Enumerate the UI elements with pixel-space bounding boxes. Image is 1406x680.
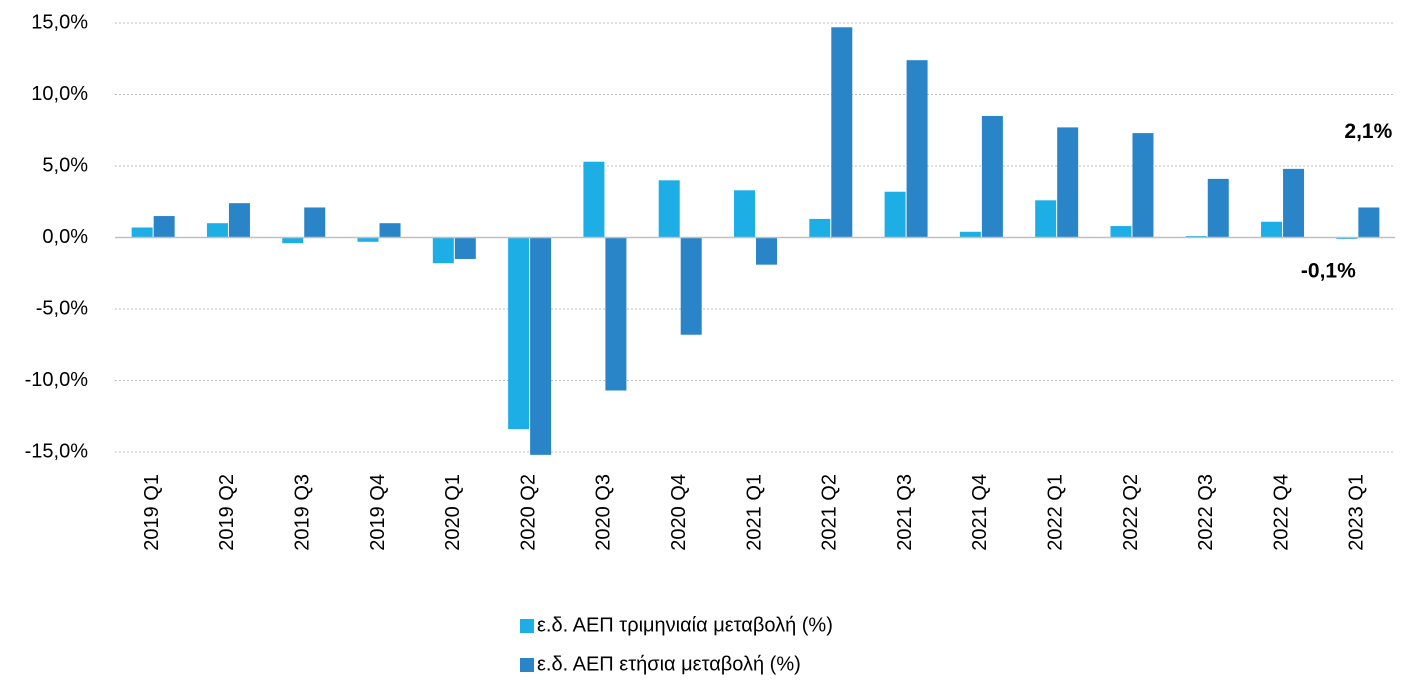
x-tick-label: 2020 Q1 xyxy=(442,474,464,551)
x-tick-label: 2019 Q2 xyxy=(216,474,238,551)
bar xyxy=(1358,207,1380,238)
x-tick-label: 2020 Q3 xyxy=(593,474,615,551)
bar xyxy=(1110,226,1132,238)
y-tick-label: 0,0% xyxy=(42,226,88,248)
x-tick-label: 2021 Q3 xyxy=(894,474,916,551)
y-tick-label: -5,0% xyxy=(36,297,88,319)
legend-label: ε.δ. ΑΕΠ ετήσια μεταβολή (%) xyxy=(537,653,801,675)
x-tick-label: 2019 Q1 xyxy=(141,474,163,551)
bar xyxy=(1261,221,1283,238)
x-tick-label: 2021 Q2 xyxy=(819,474,841,551)
data-label: -0,1% xyxy=(1301,259,1356,282)
bar xyxy=(530,237,552,455)
bar xyxy=(680,237,702,335)
bar xyxy=(756,237,777,265)
bar xyxy=(454,237,476,259)
bar xyxy=(1035,200,1057,238)
x-tick-label: 2022 Q1 xyxy=(1044,474,1066,551)
bar xyxy=(734,190,755,238)
bar xyxy=(1057,127,1079,238)
bar xyxy=(1283,168,1305,238)
bar xyxy=(831,27,853,238)
bar xyxy=(206,223,228,238)
bar xyxy=(1132,133,1154,238)
x-tick-label: 2020 Q4 xyxy=(668,474,690,551)
x-tick-label: 2021 Q1 xyxy=(743,474,765,551)
bar xyxy=(153,216,175,238)
bar xyxy=(357,237,379,242)
bar xyxy=(583,161,605,238)
bar xyxy=(658,180,680,238)
bar xyxy=(131,227,153,238)
legend-swatch xyxy=(520,658,534,672)
x-tick-label: 2019 Q3 xyxy=(292,474,314,551)
bar xyxy=(906,60,928,238)
bar xyxy=(432,237,454,264)
y-tick-label: -10,0% xyxy=(25,369,89,391)
legend-swatch xyxy=(520,619,534,633)
bar xyxy=(379,223,401,238)
bar xyxy=(304,207,326,238)
bar xyxy=(981,115,1003,238)
bar xyxy=(508,237,530,430)
y-tick-label: 10,0% xyxy=(31,83,88,105)
x-tick-label: 2022 Q2 xyxy=(1120,474,1142,551)
x-tick-label: 2020 Q2 xyxy=(517,474,539,551)
bar xyxy=(884,191,906,238)
bar xyxy=(959,231,981,238)
x-tick-label: 2023 Q1 xyxy=(1346,474,1368,551)
bar xyxy=(1207,178,1229,238)
x-tick-label: 2022 Q3 xyxy=(1195,474,1217,551)
data-label: 2,1% xyxy=(1344,120,1392,143)
x-tick-label: 2022 Q4 xyxy=(1270,474,1292,551)
y-tick-label: 15,0% xyxy=(31,11,88,33)
bar xyxy=(809,218,831,238)
x-tick-label: 2019 Q4 xyxy=(367,474,389,551)
legend-label: ε.δ. ΑΕΠ τριμηνιαία μεταβολή (%) xyxy=(537,614,833,636)
y-tick-label: 5,0% xyxy=(42,154,88,176)
x-tick-label: 2021 Q4 xyxy=(969,474,991,551)
y-tick-label: -15,0% xyxy=(25,440,89,462)
bar xyxy=(605,237,627,391)
bar xyxy=(282,237,304,244)
bar xyxy=(228,203,250,238)
